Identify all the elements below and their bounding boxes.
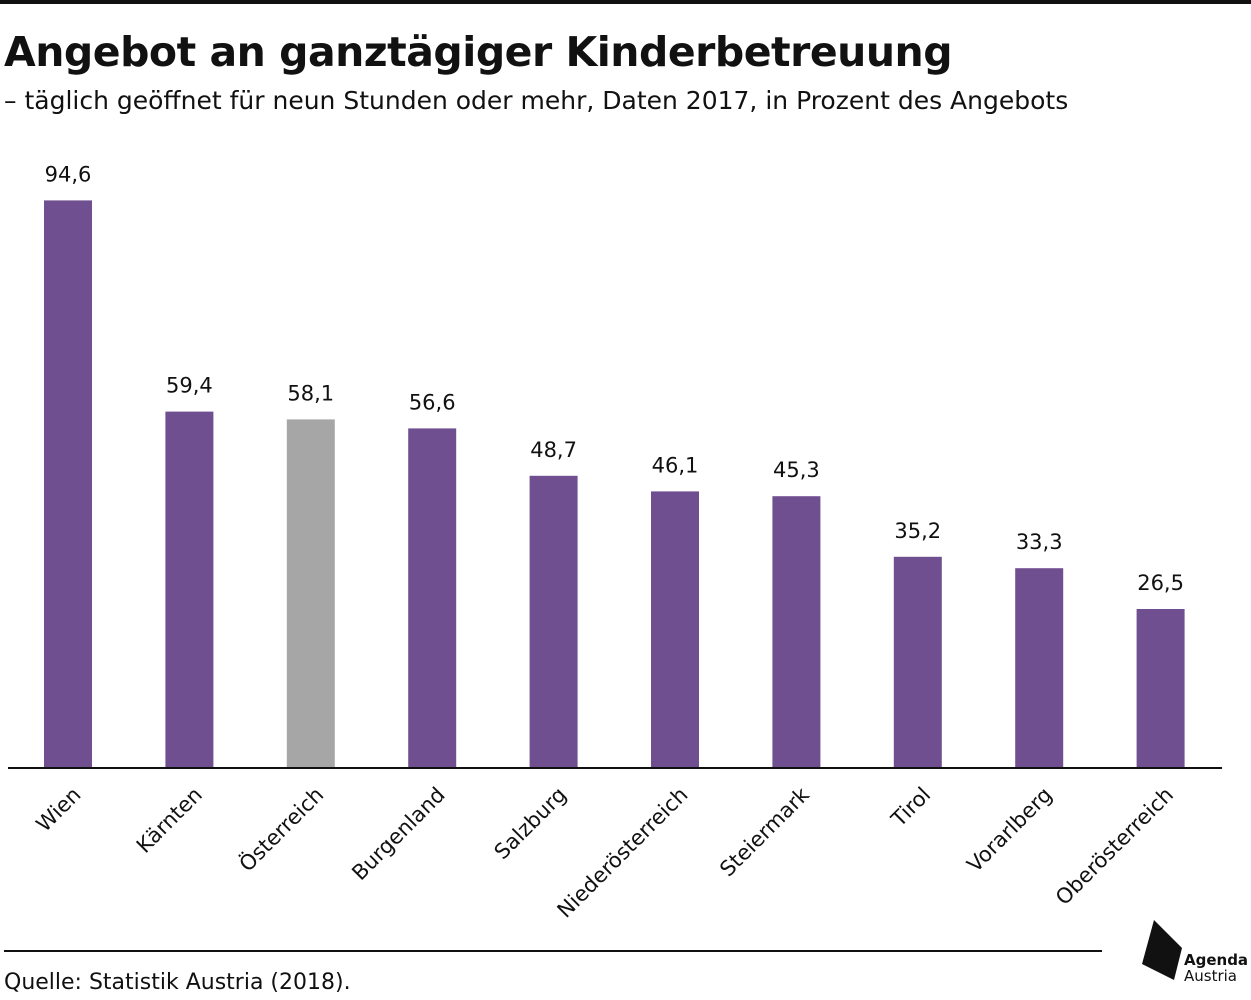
logo-line-1: Agenda (1184, 951, 1249, 969)
x-tick-label: Steiermark (715, 782, 814, 881)
x-tick-label: Oberösterreich (1051, 783, 1178, 910)
x-tick-label: Niederösterreich (553, 783, 693, 923)
bar (408, 428, 457, 768)
x-tick-label: Burgenland (347, 783, 449, 885)
bar-value-label: 35,2 (894, 519, 941, 543)
bar (165, 411, 214, 768)
bar-value-label: 56,6 (409, 390, 456, 414)
bar (1136, 609, 1185, 768)
logo-wordmark: Agenda Austria (1184, 952, 1248, 984)
bar (286, 419, 335, 768)
x-tick-label: Salzburg (490, 783, 572, 865)
bar (772, 496, 821, 768)
bar-value-label: 59,4 (166, 374, 213, 398)
bar (651, 491, 699, 768)
x-tick-label: Tirol (886, 783, 935, 832)
x-tick-label: Vorarlberg (962, 783, 1056, 877)
chart-subtitle: – täglich geöffnet für neun Stunden oder… (4, 86, 1069, 115)
agenda-austria-logo-icon (1142, 920, 1182, 980)
logo-line-2: Austria (1184, 967, 1237, 985)
chart-title: Angebot an ganztägiger Kinderbetreuung (4, 28, 953, 76)
bar-value-label: 45,3 (773, 458, 820, 482)
top-rule (0, 0, 1251, 4)
bar-value-label: 48,7 (530, 438, 577, 462)
footer-rule (4, 950, 1102, 952)
x-tick-label: Kärnten (132, 783, 207, 858)
bar (1015, 568, 1064, 768)
x-tick-label: Wien (32, 783, 86, 837)
source-note: Quelle: Statistik Austria (2018). (4, 970, 351, 995)
bar-value-label: 33,3 (1016, 530, 1063, 554)
x-tick-label: Österreich (234, 782, 329, 877)
bar (893, 556, 942, 768)
bar-value-label: 94,6 (45, 162, 92, 186)
bar (529, 475, 578, 768)
agenda-austria-logo: Agenda Austria (1140, 918, 1250, 988)
bar (44, 200, 92, 768)
bar-value-label: 58,1 (287, 381, 334, 405)
bar-value-label: 26,5 (1137, 571, 1184, 595)
bar-value-label: 46,1 (652, 453, 699, 477)
bar-chart: 94,6 Wien 59,4 Kärnten 58,1 Österreich 56,6 Bur… (8, 162, 1222, 923)
